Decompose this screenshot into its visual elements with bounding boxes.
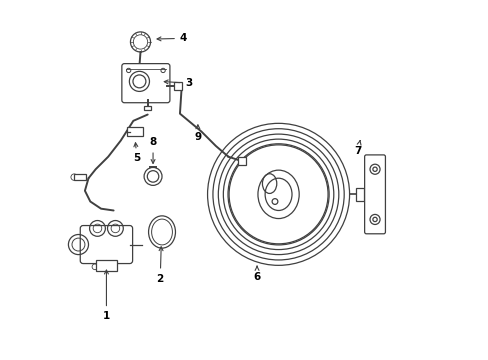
Bar — [144, 106, 151, 110]
Text: 8: 8 — [149, 138, 156, 163]
Text: 7: 7 — [353, 140, 361, 156]
Bar — [355, 188, 363, 201]
FancyBboxPatch shape — [364, 155, 385, 234]
Bar — [74, 174, 85, 180]
Bar — [127, 127, 142, 136]
Text: 5: 5 — [133, 143, 140, 163]
FancyBboxPatch shape — [80, 226, 132, 264]
Text: 4: 4 — [157, 33, 187, 43]
Text: 3: 3 — [164, 78, 192, 88]
Bar — [174, 82, 182, 90]
Text: 6: 6 — [253, 266, 260, 282]
Text: 1: 1 — [102, 270, 110, 321]
FancyBboxPatch shape — [122, 64, 169, 103]
Text: 2: 2 — [156, 247, 163, 284]
Circle shape — [228, 145, 327, 244]
Text: 9: 9 — [194, 125, 201, 142]
Bar — [96, 260, 117, 271]
Bar — [238, 157, 245, 165]
